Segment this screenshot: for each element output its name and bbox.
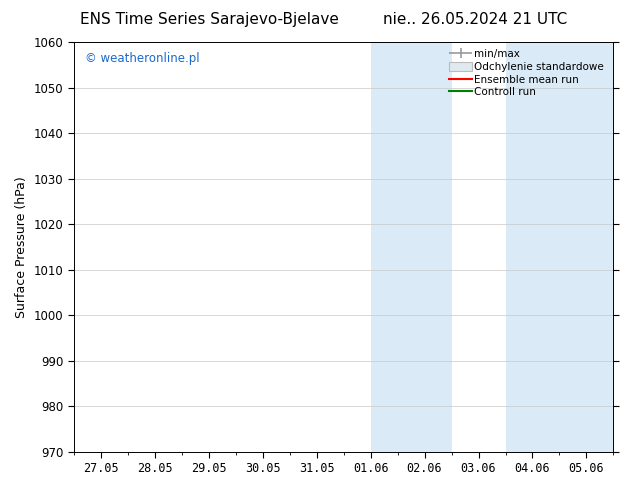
Text: © weatheronline.pl: © weatheronline.pl [84, 52, 199, 65]
Text: ENS Time Series Sarajevo-Bjelave: ENS Time Series Sarajevo-Bjelave [80, 12, 339, 27]
Text: nie.. 26.05.2024 21 UTC: nie.. 26.05.2024 21 UTC [384, 12, 567, 27]
Legend: min/max, Odchylenie standardowe, Ensemble mean run, Controll run: min/max, Odchylenie standardowe, Ensembl… [445, 45, 611, 101]
Bar [505, 42, 614, 452]
Bar [370, 42, 451, 452]
Y-axis label: Surface Pressure (hPa): Surface Pressure (hPa) [15, 176, 28, 318]
